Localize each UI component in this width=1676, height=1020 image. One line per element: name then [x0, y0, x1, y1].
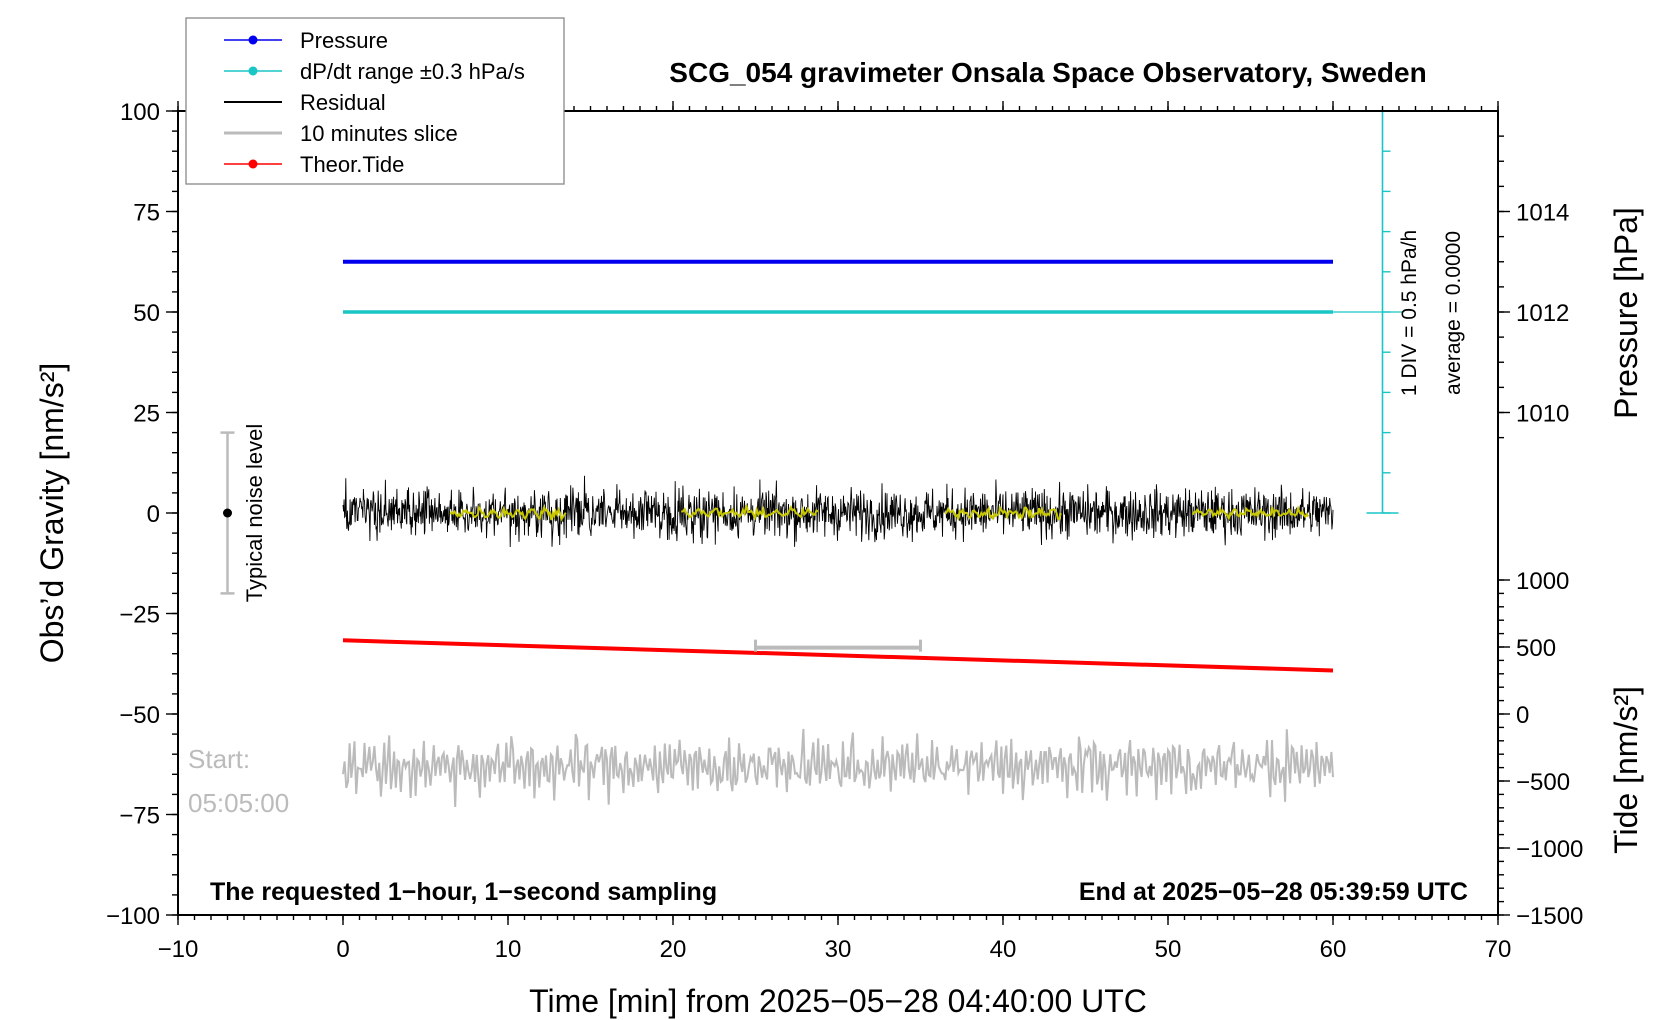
y-tick-label: −50	[119, 702, 160, 729]
y-axis-label-gravity: Obs’d Gravity [nm/s²]	[34, 363, 70, 664]
tide-tick-label: 1000	[1516, 568, 1569, 595]
y-tick-label: −25	[119, 602, 160, 629]
pressure-tick-label: 1012	[1516, 300, 1569, 327]
y-tick-label: −100	[106, 903, 160, 930]
x-tick-label: 60	[1320, 936, 1347, 963]
tide-tick-label: 0	[1516, 702, 1529, 729]
legend-item-tide: Theor.Tide	[224, 152, 404, 177]
noise-level-label: Typical noise level	[242, 424, 267, 603]
residual-mean-segment	[944, 505, 1062, 522]
y-axis-label-pressure: Pressure [hPa]	[1608, 207, 1644, 419]
start-label: Start:	[188, 744, 250, 774]
legend-label-slice: 10 minutes slice	[300, 121, 458, 146]
slice-line	[342, 728, 1334, 808]
noise-level-center-dot	[223, 508, 232, 518]
start-time: 05:05:00	[188, 788, 289, 818]
pressure-div-label: 1 DIV = 0.5 hPa/h	[1398, 230, 1421, 396]
legend-item-slice: 10 minutes slice	[224, 121, 458, 146]
residual-mean-segment	[449, 504, 567, 522]
pressure-tick-label: 1014	[1516, 200, 1569, 227]
y-axis-label-tide: Tide [nm/s²]	[1608, 686, 1644, 854]
legend-label-dpdt: dP/dt range ±0.3 hPa/s	[300, 59, 525, 84]
y-tick-label: 25	[133, 401, 160, 428]
footer-right-note: End at 2025−05−28 05:39:59 UTC	[1079, 878, 1468, 906]
legend-item-pressure: Pressure	[224, 28, 388, 53]
x-tick-label: 50	[1155, 936, 1182, 963]
y-tick-label: −75	[119, 803, 160, 830]
chart-title: SCG_054 gravimeter Onsala Space Observat…	[669, 57, 1426, 88]
ticks-layer: −10 0 10 20 30 40 50 60 701007550250−25−50−75−10…	[106, 99, 1583, 963]
x-tick-label: 70	[1485, 936, 1512, 963]
x-tick-label: 10	[495, 936, 522, 963]
y-tick-label: 75	[133, 200, 160, 227]
y-tick-label: 100	[120, 99, 160, 126]
pressure-average-label: average = 0.0000	[1442, 231, 1465, 395]
legend-label-pressure: Pressure	[300, 28, 388, 53]
y-tick-label: 50	[133, 300, 160, 327]
noise-level-marker: Typical noise level	[220, 424, 267, 603]
residual-mean-segment	[1191, 505, 1310, 521]
legend-item-residual: Residual	[224, 90, 386, 115]
x-tick-label: 30	[825, 936, 852, 963]
legend: Pressure dP/dt range ±0.3 hPa/s Residual…	[185, 17, 565, 185]
x-axis-label: Time [min] from 2025−05−28 04:40:00 UTC	[529, 983, 1147, 1019]
tide-tick-label: −1000	[1516, 836, 1583, 863]
x-tick-label: −10	[158, 936, 199, 963]
tide-tick-label: 500	[1516, 635, 1556, 662]
tide-tick-label: −1500	[1516, 903, 1583, 930]
legend-item-dpdt: dP/dt range ±0.3 hPa/s	[224, 59, 525, 84]
footer-left-note: The requested 1−hour, 1−second sampling	[210, 878, 717, 906]
legend-label-residual: Residual	[300, 90, 386, 115]
x-tick-label: 0	[336, 936, 349, 963]
x-tick-label: 40	[990, 936, 1017, 963]
residual-mean-segment	[681, 505, 819, 521]
legend-label-tide: Theor.Tide	[300, 152, 404, 177]
series-layer	[342, 110, 1403, 808]
residual-line	[342, 475, 1334, 548]
tide-tick-label: −500	[1516, 769, 1570, 796]
tide-line	[342, 638, 1334, 673]
x-tick-label: 20	[660, 936, 687, 963]
pressure-tick-label: 1010	[1516, 401, 1569, 428]
y-tick-label: 0	[147, 501, 160, 528]
